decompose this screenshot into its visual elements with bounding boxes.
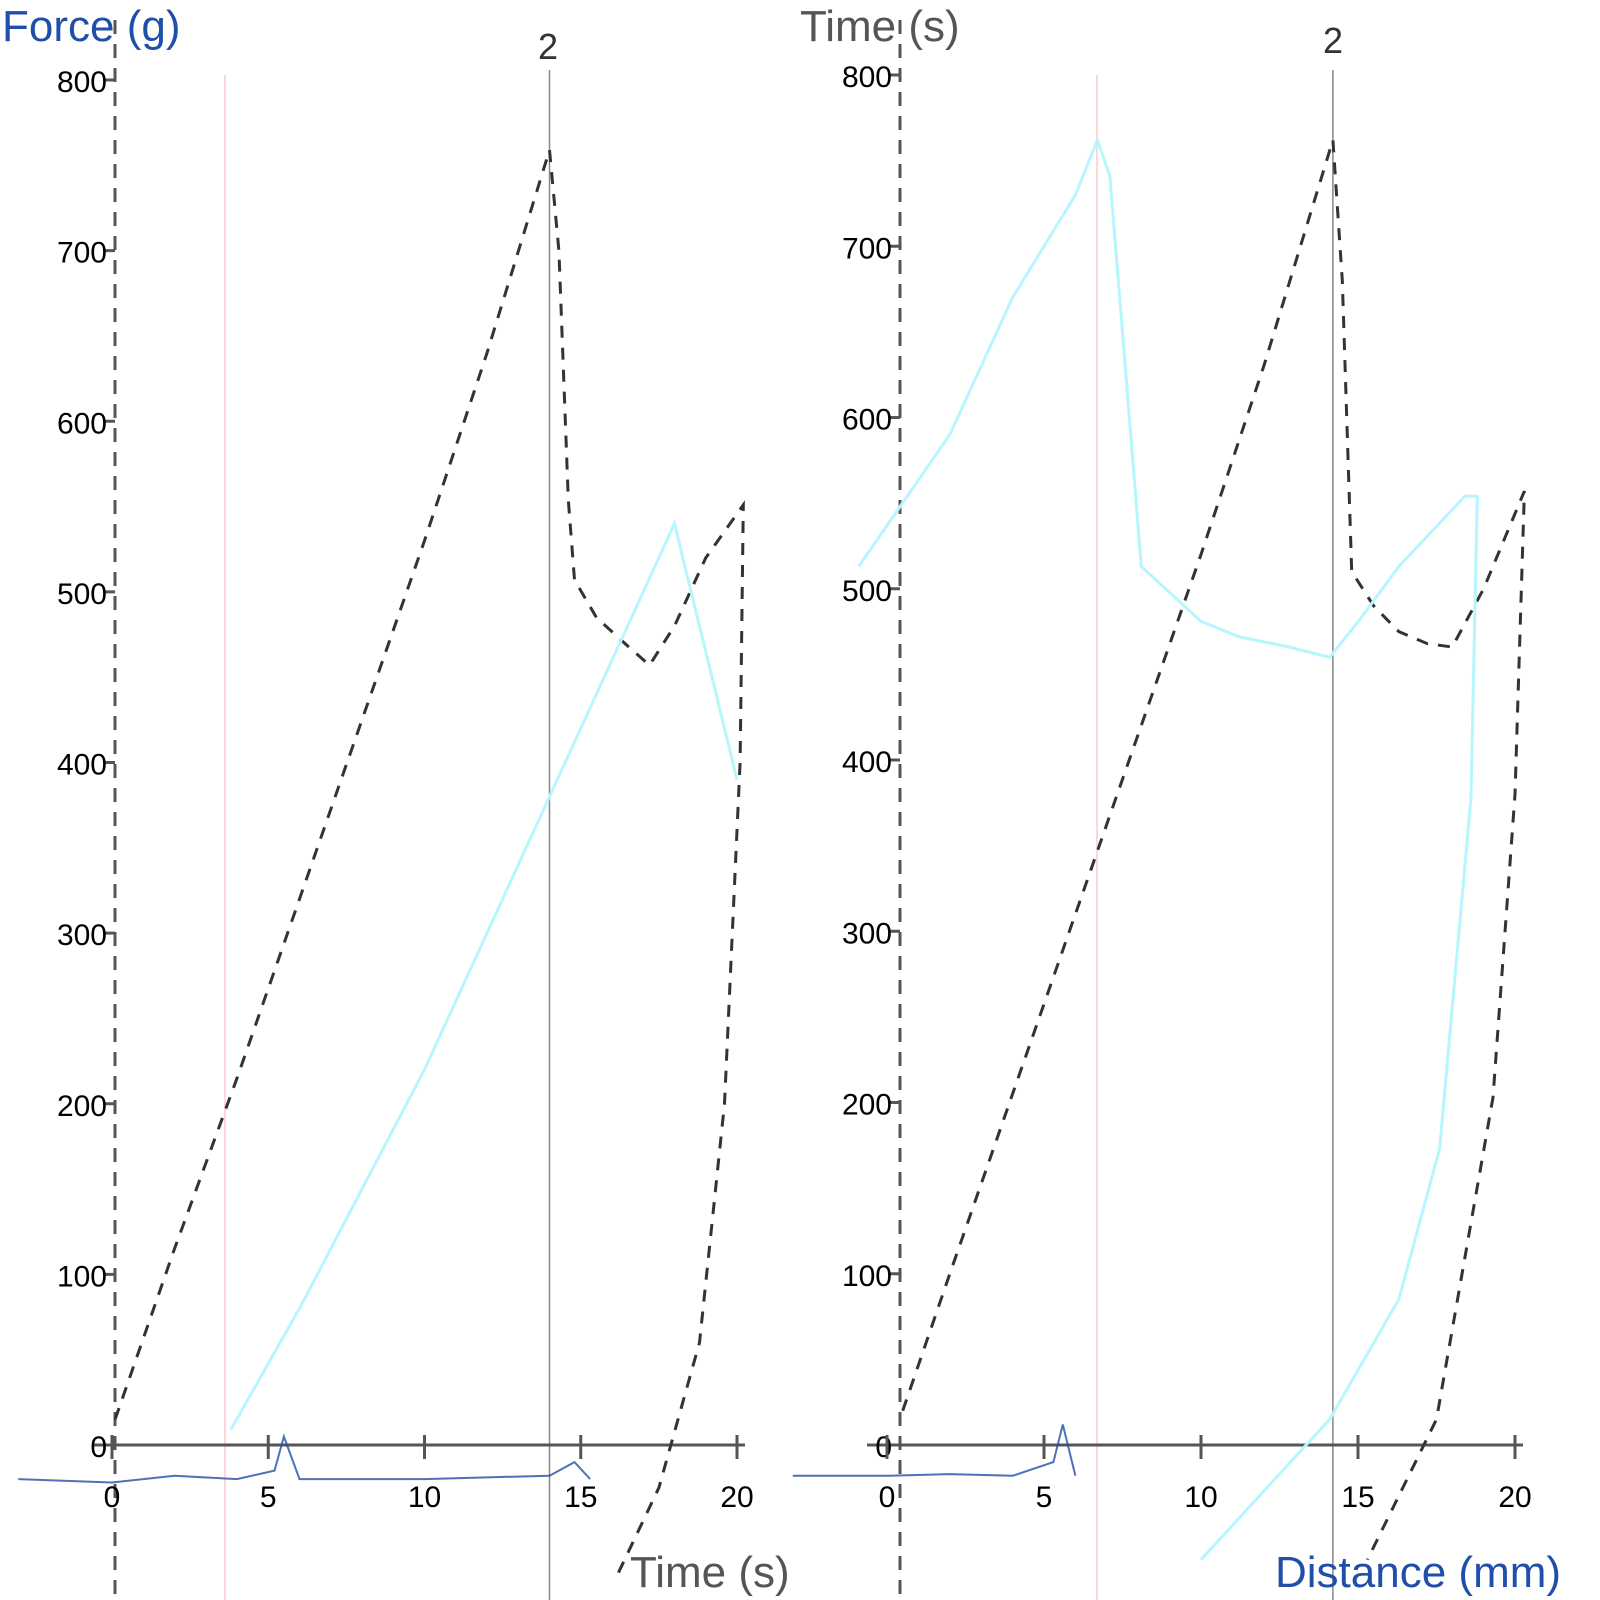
y-tick-label: 500 [57, 578, 107, 611]
x-tick-label: 20 [720, 1481, 753, 1514]
y-tick-label: 800 [842, 61, 892, 94]
y-tick-label: 800 [57, 66, 107, 99]
left-ylabel: Force (g) [2, 2, 181, 51]
x-tick-label: 5 [1036, 1481, 1053, 1514]
right-ylabel: Time (s) [800, 2, 960, 51]
x-tick-label: 15 [1341, 1481, 1374, 1514]
y-tick-label: 500 [842, 575, 892, 608]
x-tick-label: 20 [1498, 1481, 1531, 1514]
y-tick-label: 0 [875, 1431, 892, 1464]
right-xlabel: Distance (mm) [1275, 1548, 1562, 1597]
left-peak-marker: 2 [538, 26, 559, 67]
series-line-noise [18, 1433, 591, 1484]
x-tick-label: 5 [260, 1481, 277, 1514]
y-tick-label: 400 [57, 749, 107, 782]
y-tick-label: 200 [842, 1089, 892, 1122]
x-tick-label: 0 [879, 1481, 896, 1514]
y-tick-label: 0 [90, 1431, 107, 1464]
y-tick-label: 100 [57, 1260, 107, 1293]
series-line-dashed [113, 149, 745, 1574]
series-line-solid [857, 135, 1479, 1561]
right-peak-marker: 2 [1323, 20, 1344, 61]
y-tick-label: 300 [57, 919, 107, 952]
y-tick-label: 600 [57, 407, 107, 440]
y-tick-label: 100 [842, 1260, 892, 1293]
x-tick-label: 10 [1184, 1481, 1217, 1514]
y-tick-label: 300 [842, 917, 892, 950]
y-tick-label: 200 [57, 1090, 107, 1123]
series-line-solid [229, 519, 739, 1431]
x-tick-label: 15 [564, 1481, 597, 1514]
y-tick-label: 700 [57, 237, 107, 270]
series-line-noise [792, 1424, 1077, 1477]
x-tick-label: 10 [408, 1481, 441, 1514]
series-line-dashed [901, 139, 1526, 1561]
left-xlabel: Time (s) [630, 1548, 790, 1597]
panel-right: 0 100 200 300 400 500 600 700 800 0 5 10 15 20 [792, 20, 1532, 1600]
y-tick-label: 700 [842, 232, 892, 265]
y-tick-label: 400 [842, 746, 892, 779]
panel-left: 0 100 200 300 400 500 600 700 800 0 5 10 15 20 [18, 20, 754, 1600]
y-tick-label: 600 [842, 404, 892, 437]
x-tick-label: 0 [104, 1481, 121, 1514]
